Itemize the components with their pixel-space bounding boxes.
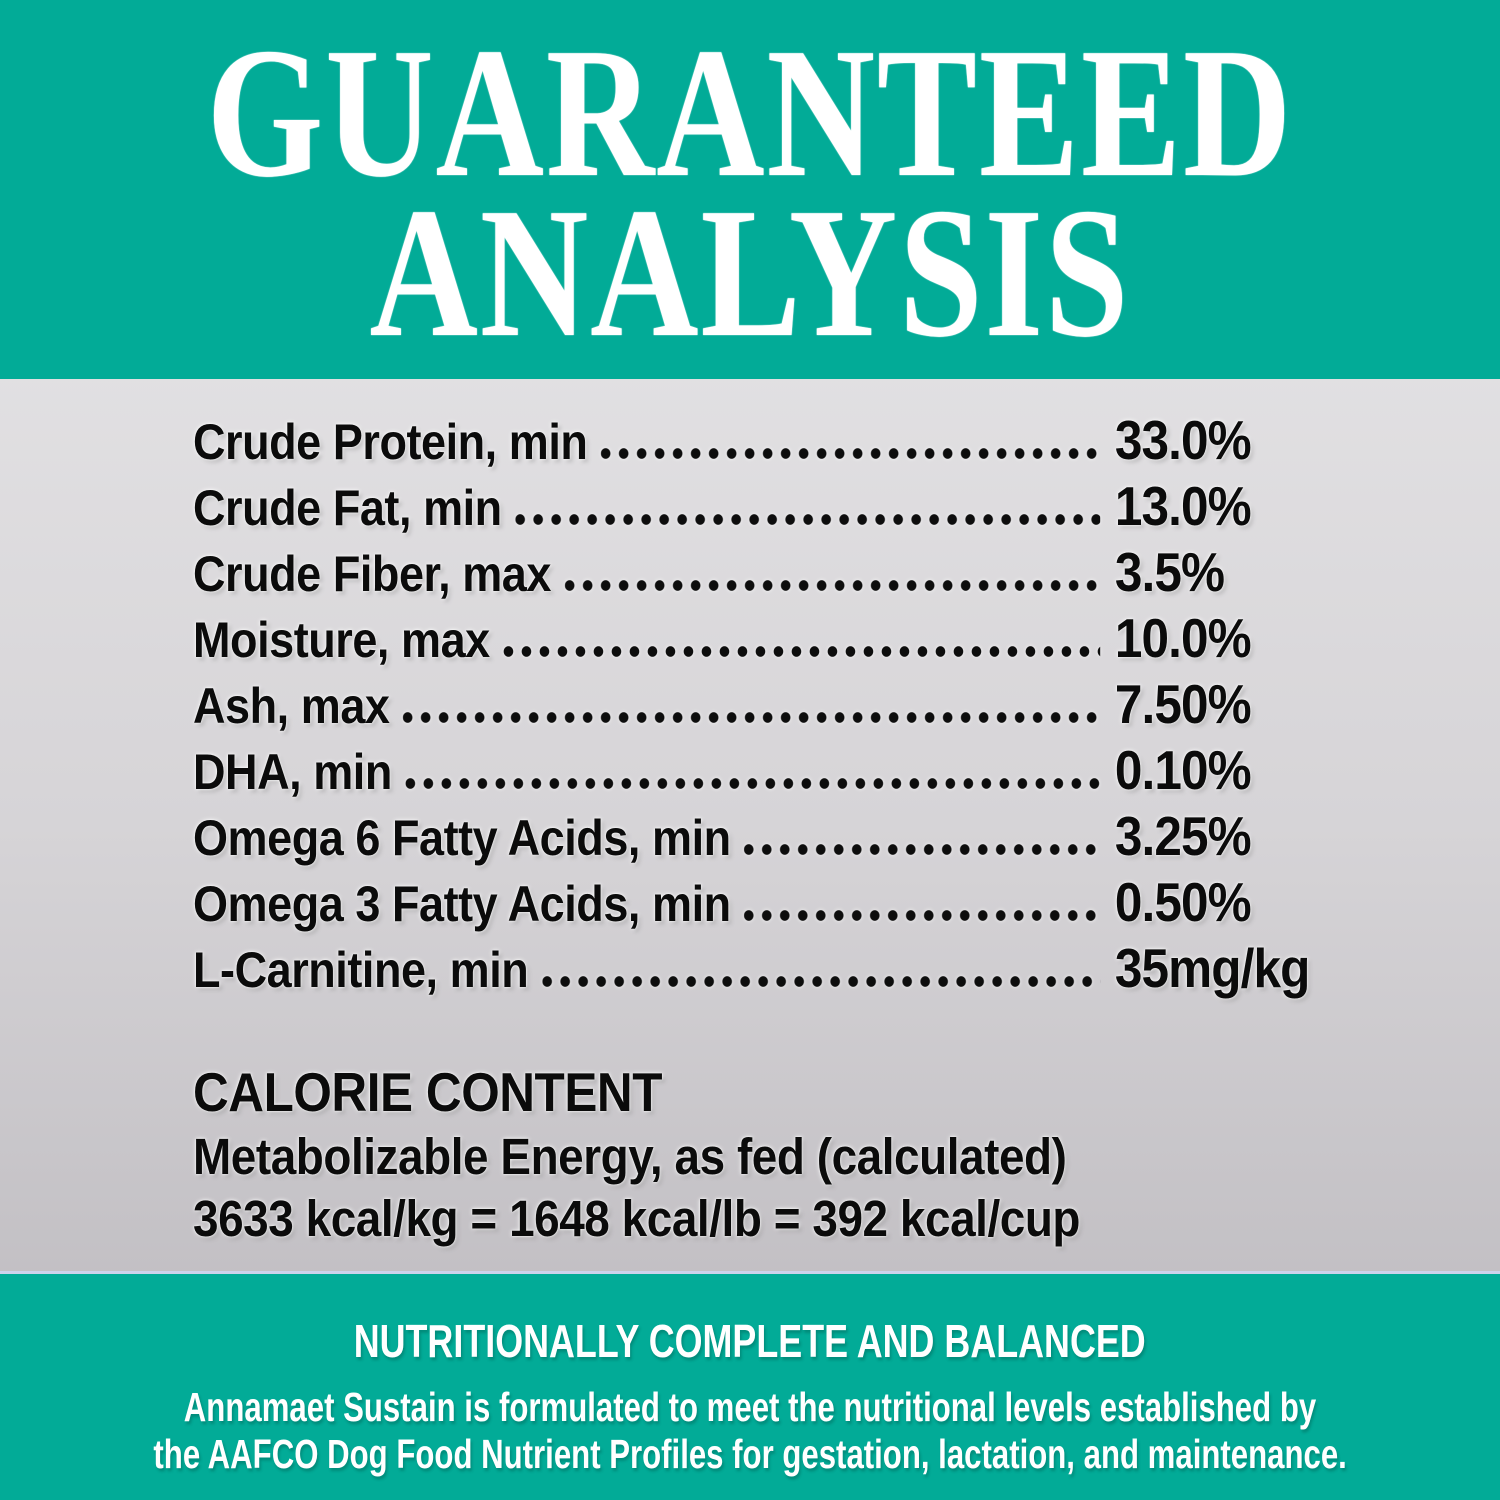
nutrient-label: Crude Fiber, max xyxy=(193,546,551,602)
page-title-line1: GUARANTEED xyxy=(206,9,1294,216)
calorie-content-section: CALORIE CONTENT Metabolizable Energy, as… xyxy=(193,1058,1330,1250)
table-row: DHA, min 0.10% xyxy=(193,737,1330,803)
nutrient-value: 3.25% xyxy=(1114,805,1252,867)
header-band: GUARANTEED ANALYSIS xyxy=(0,0,1500,379)
nutrient-value: 0.10% xyxy=(1114,739,1252,801)
footer-heading: NUTRITIONALLY COMPLETE AND BALANCED xyxy=(353,1315,1147,1367)
dot-leader xyxy=(503,646,1101,657)
table-row: Omega 6 Fatty Acids, min 3.25% xyxy=(193,803,1330,869)
dot-leader xyxy=(405,778,1101,789)
metabolizable-energy-line: Metabolizable Energy, as fed (calculated… xyxy=(193,1128,1067,1185)
nutrient-value: 13.0% xyxy=(1114,475,1252,537)
nutrient-label: Omega 6 Fatty Acids, min xyxy=(193,810,731,866)
footer-statement-line-1: Annamaet Sustain is formulated to meet t… xyxy=(183,1384,1317,1430)
nutrient-label: Crude Fat, min xyxy=(193,480,502,536)
dot-leader xyxy=(515,514,1101,525)
dot-leader xyxy=(541,976,1101,987)
nutrient-label: L-Carnitine, min xyxy=(193,942,529,998)
nutrient-value: 3.5% xyxy=(1114,541,1225,603)
dot-leader xyxy=(744,844,1101,855)
kcal-values-line: 3633 kcal/kg = 1648 kcal/lb = 392 kcal/c… xyxy=(193,1190,1081,1247)
nutrient-value: 0.50% xyxy=(1114,871,1252,933)
nutrient-label: Moisture, max xyxy=(193,612,490,668)
nutrient-value: 33.0% xyxy=(1114,409,1252,471)
nutrient-value: 35mg/kg xyxy=(1114,937,1310,999)
nutrient-table: Crude Protein, min 33.0% Crude Fat, min … xyxy=(193,407,1330,1001)
dot-leader xyxy=(402,712,1101,723)
dot-leader xyxy=(564,580,1101,591)
page-title-line2: ANALYSIS xyxy=(369,169,1131,376)
nutrient-label: Crude Protein, min xyxy=(193,414,588,470)
dot-leader xyxy=(744,910,1101,921)
nutrient-label: DHA, min xyxy=(193,744,392,800)
table-row: Ash, max 7.50% xyxy=(193,671,1330,737)
footer-band: NUTRITIONALLY COMPLETE AND BALANCED Anna… xyxy=(0,1271,1500,1500)
table-row: Moisture, max 10.0% xyxy=(193,605,1330,671)
footer-statement-line-2: the AAFCO Dog Food Nutrient Profiles for… xyxy=(153,1431,1347,1477)
nutrient-label: Omega 3 Fatty Acids, min xyxy=(193,876,731,932)
nutrient-value: 10.0% xyxy=(1114,607,1252,669)
table-row: L-Carnitine, min 35mg/kg xyxy=(193,935,1330,1001)
nutrient-value: 7.50% xyxy=(1114,673,1252,735)
table-row: Crude Fiber, max 3.5% xyxy=(193,539,1330,605)
calorie-content-heading: CALORIE CONTENT xyxy=(193,1061,662,1123)
table-row: Crude Protein, min 33.0% xyxy=(193,407,1330,473)
dot-leader xyxy=(600,448,1101,459)
table-row: Omega 3 Fatty Acids, min 0.50% xyxy=(193,869,1330,935)
table-row: Crude Fat, min 13.0% xyxy=(193,473,1330,539)
nutrient-label: Ash, max xyxy=(193,678,390,734)
